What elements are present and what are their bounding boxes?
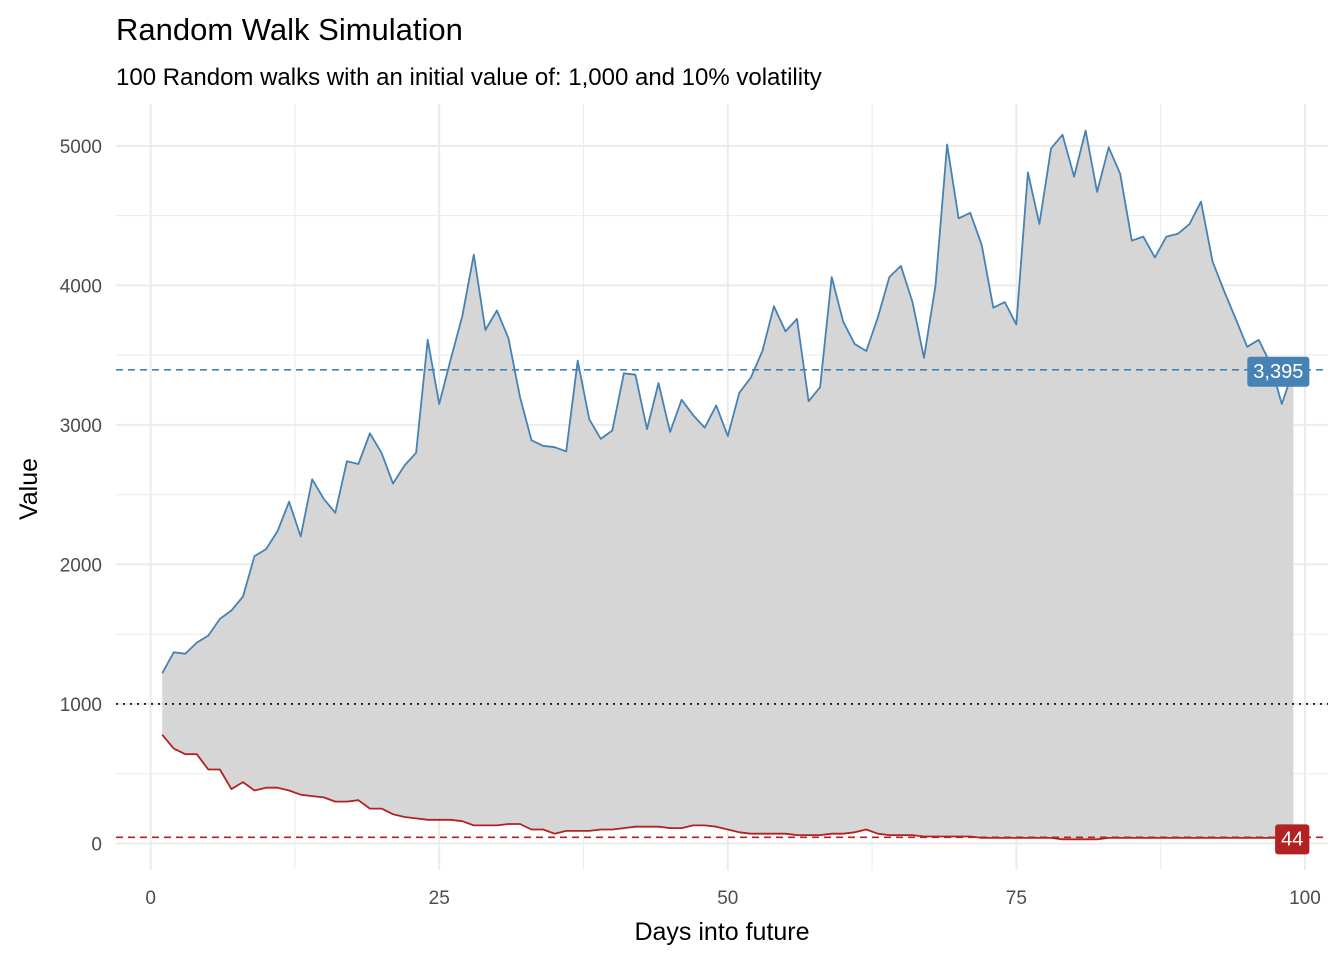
range-area [162,130,1294,840]
x-axis-tick-labels: 0 25 50 75 100 [145,888,1320,909]
upper-series-line [161,129,1295,674]
x-axis-title: Days into future [634,918,809,946]
chart-subtitle: 100 Random walks with an initial value o… [116,64,822,91]
lower-series-line [161,734,1294,841]
range-area-layer [162,130,1294,840]
y-tick-label: 5000 [60,137,102,158]
lower-end-label-box [1275,824,1310,855]
x-tick-label: 100 [1289,888,1321,909]
x-tick-label: 25 [429,888,450,909]
y-tick-label: 4000 [60,276,102,297]
lower-end-label: 44 [1275,824,1310,855]
series-lines [161,129,1295,841]
x-tick-label: 0 [145,888,156,909]
y-axis-tick-labels: 0 1000 2000 3000 4000 5000 [60,137,102,856]
upper-end-label-text: 3,395 [1253,361,1303,383]
end-value-labels: 3,395 44 [1247,356,1310,855]
chart-title: Random Walk Simulation [116,12,463,47]
upper-end-label: 3,395 [1247,356,1310,387]
upper-end-label-box [1247,356,1310,387]
y-tick-label: 0 [91,834,102,855]
y-tick-label: 3000 [60,416,102,437]
x-tick-label: 50 [717,888,738,909]
y-tick-label: 2000 [60,555,102,576]
lower-end-label-text: 44 [1281,828,1303,850]
x-tick-label: 75 [1006,888,1027,909]
y-tick-label: 1000 [60,695,102,716]
y-axis-title: Value [15,458,43,520]
